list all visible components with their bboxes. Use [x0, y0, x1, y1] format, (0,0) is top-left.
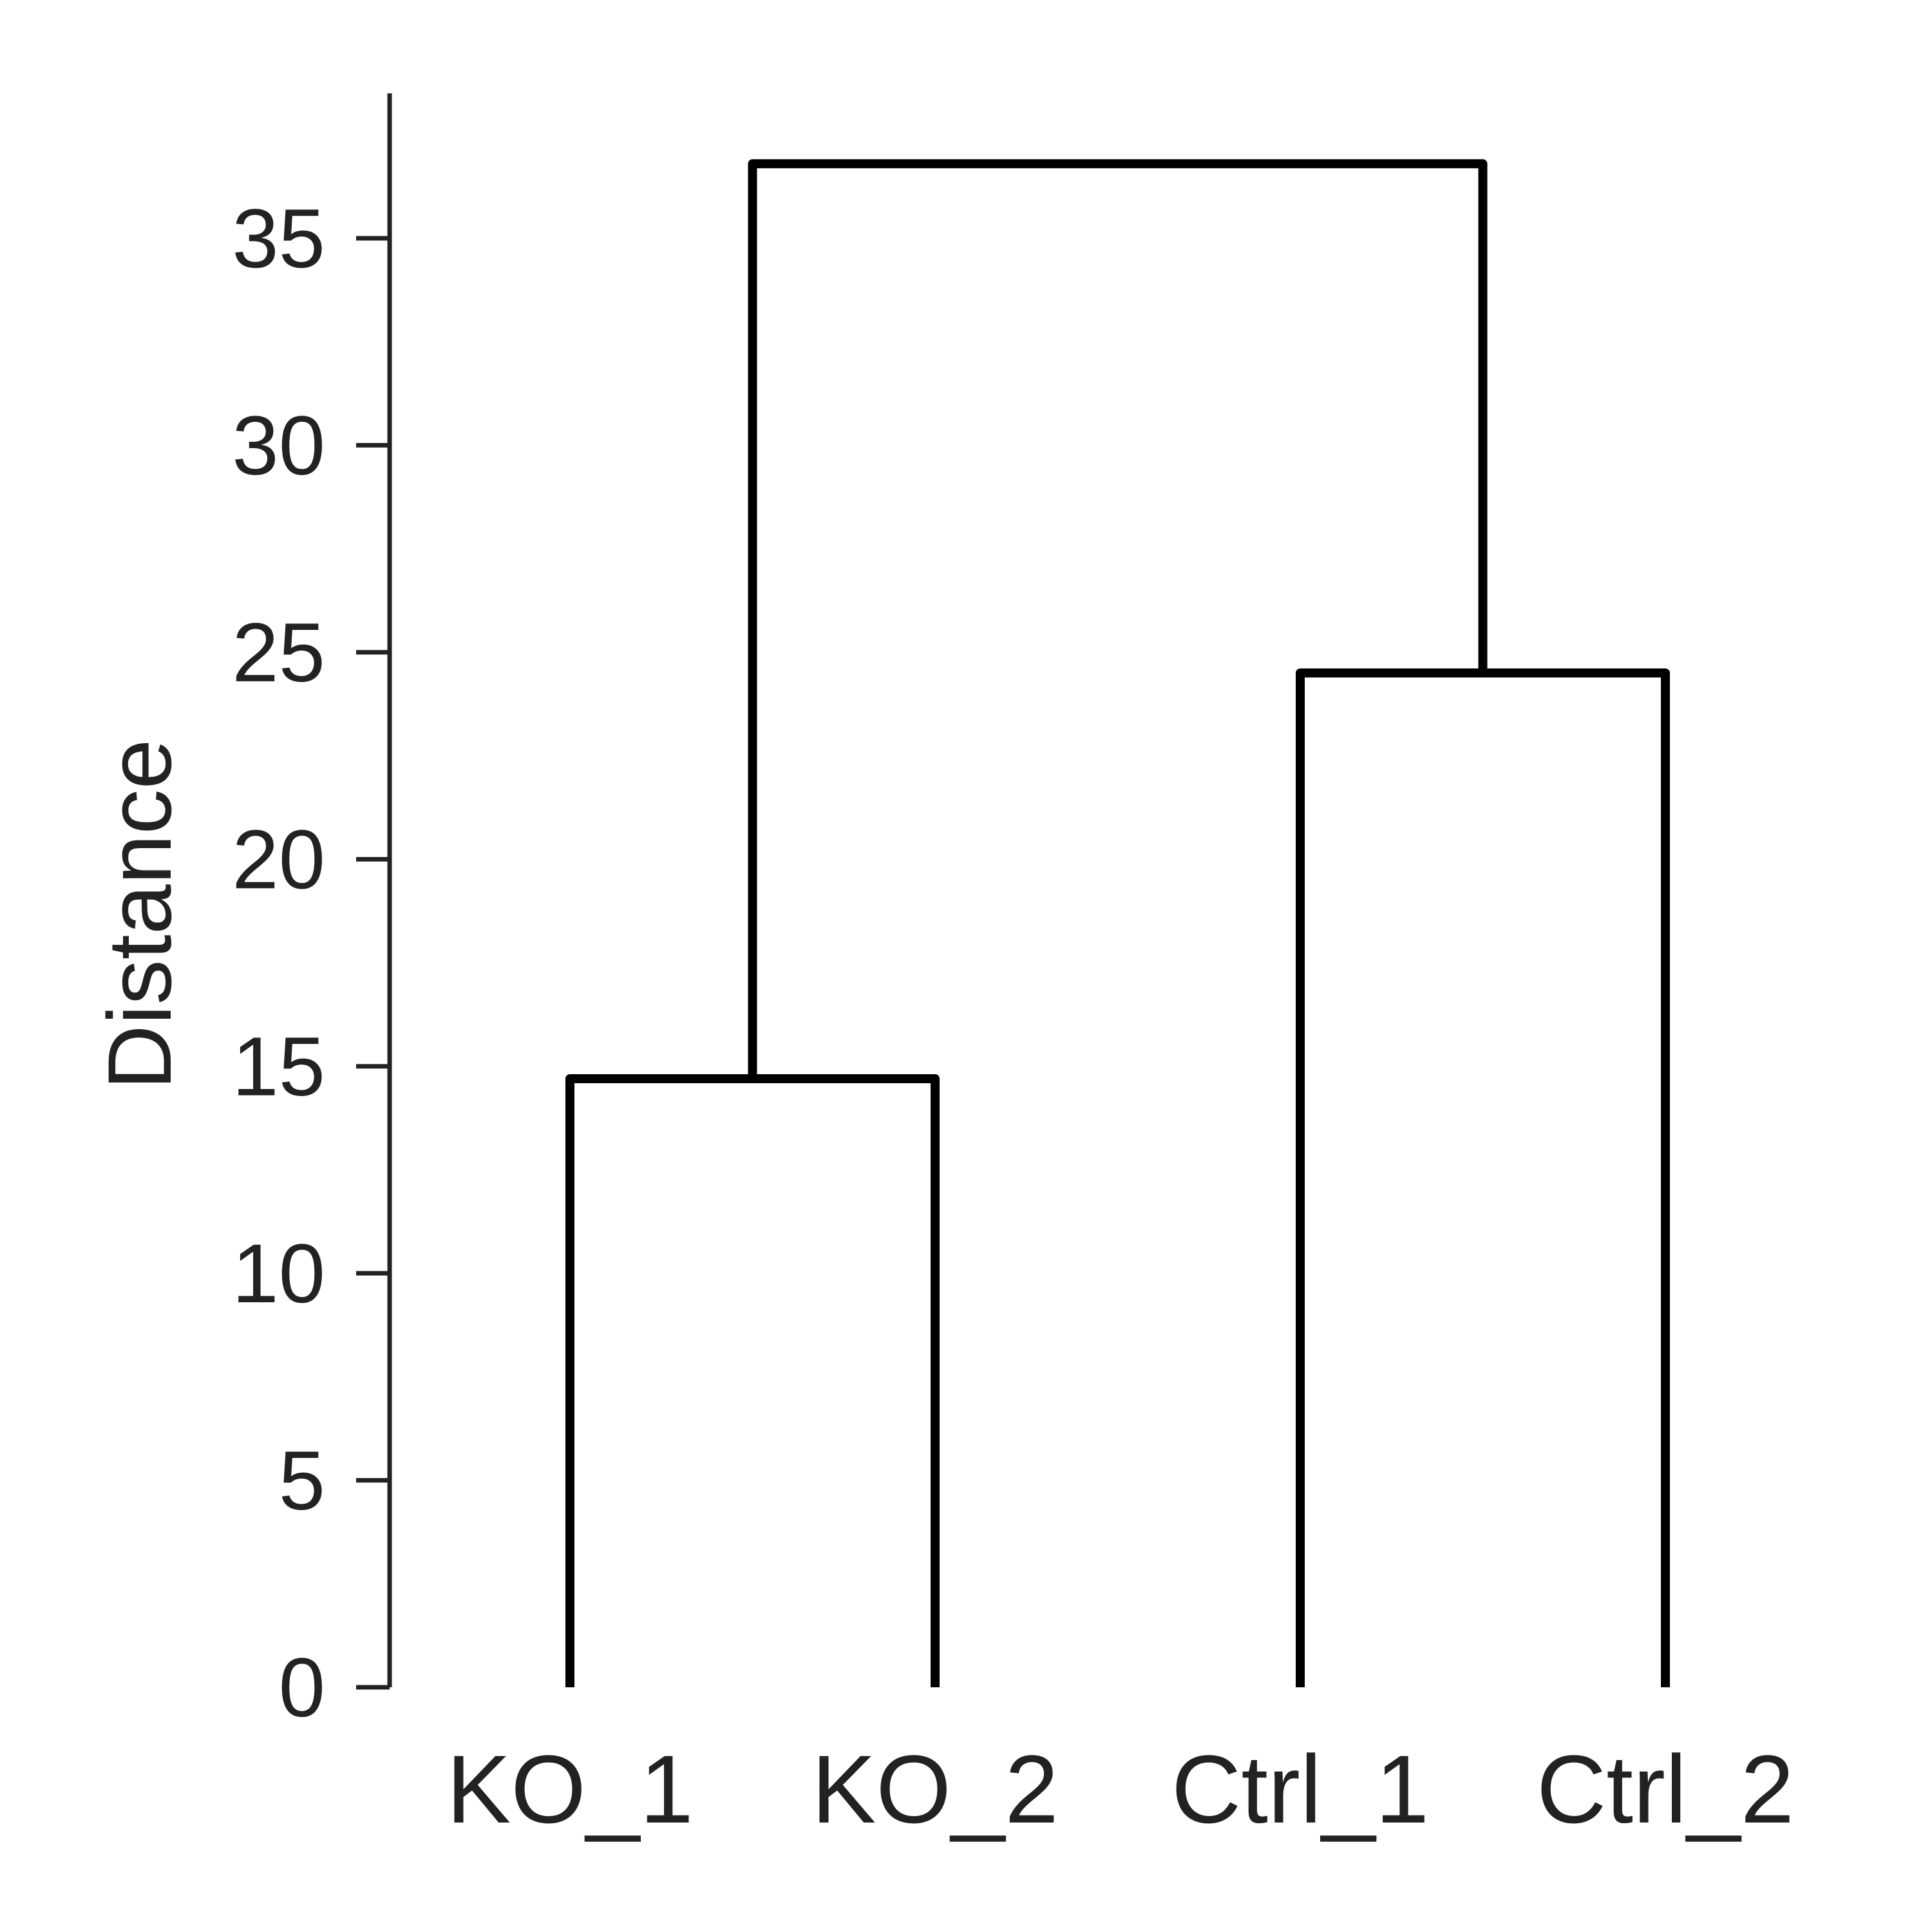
dendrogram-links — [565, 159, 1670, 1687]
y-tick-label: 0 — [279, 1640, 325, 1734]
y-tick-label: 30 — [232, 398, 325, 492]
dendrogram-link-2 — [1296, 668, 1670, 1687]
y-tick-label: 5 — [279, 1434, 325, 1528]
y-tick-label: 15 — [232, 1019, 325, 1113]
leaf-labels: KO_1 KO_2 Ctrl_1 Ctrl_2 — [446, 1735, 1794, 1843]
leaf-label: KO_1 — [446, 1735, 694, 1843]
y-tick-label: 25 — [232, 605, 325, 699]
y-axis-title: Distance — [89, 739, 190, 1090]
dendrogram-link-3 — [748, 159, 1488, 1079]
dendrogram-link-1 — [565, 1074, 940, 1687]
y-tick-label: 10 — [232, 1226, 325, 1320]
leaf-label: KO_2 — [811, 1735, 1059, 1843]
y-tick-label: 20 — [232, 812, 325, 906]
leaf-label: Ctrl_1 — [1171, 1735, 1429, 1843]
y-axis: 0 5 10 15 20 25 30 35 — [232, 93, 392, 1734]
leaf-label: Ctrl_2 — [1537, 1735, 1794, 1843]
y-tick-label: 35 — [232, 191, 325, 285]
